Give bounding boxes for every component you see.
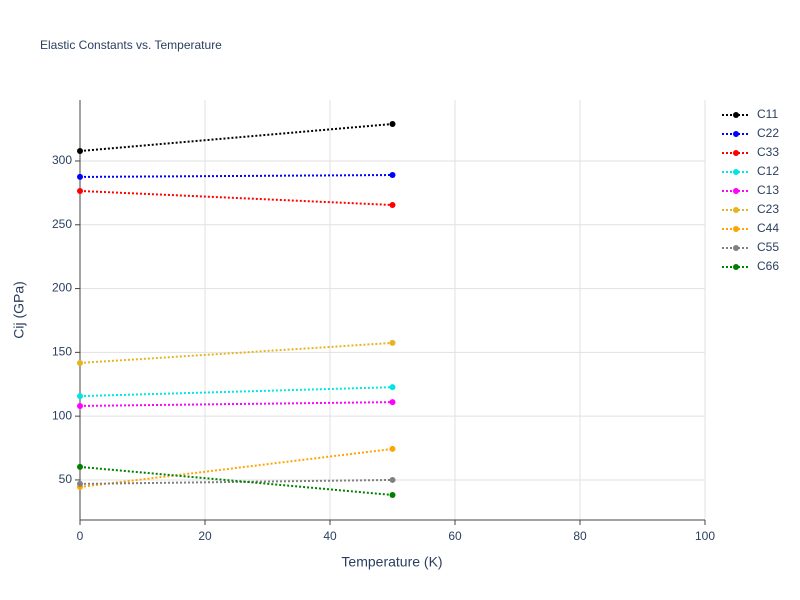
data-point	[77, 148, 83, 155]
legend-label: C22	[757, 126, 779, 140]
legend-label: C11	[757, 107, 778, 121]
data-point	[389, 476, 396, 483]
legend-label: C33	[757, 145, 779, 159]
legend-marker	[733, 131, 739, 137]
data-point	[389, 445, 396, 452]
y-tick-label: 50	[59, 472, 73, 486]
series-line	[79, 174, 393, 178]
legend-marker	[733, 245, 739, 251]
data-point	[389, 339, 396, 346]
legend-label: C55	[757, 240, 779, 254]
data-point	[389, 172, 396, 179]
y-tick-label: 250	[52, 217, 72, 231]
y-tick-label: 100	[52, 408, 72, 422]
series-line	[79, 386, 393, 398]
y-tick-label: 150	[52, 345, 72, 359]
x-tick-label: 0	[77, 529, 84, 543]
data-point	[389, 202, 396, 208]
data-point	[77, 402, 83, 409]
legend-marker	[733, 150, 739, 156]
x-tick-label: 60	[448, 529, 462, 543]
series-line	[79, 122, 393, 153]
x-tick-label: 80	[573, 529, 587, 543]
legend-marker	[733, 264, 739, 270]
y-axis-title: Cij (GPa)	[11, 281, 27, 339]
series-line	[79, 465, 393, 496]
data-point	[389, 491, 396, 498]
legend-label: C66	[757, 259, 779, 273]
legend-marker	[733, 207, 739, 213]
x-axis-title: Temperature (K)	[341, 554, 442, 570]
legend-label: C23	[757, 202, 779, 216]
data-point	[77, 187, 83, 194]
data-point	[77, 393, 83, 400]
series-line	[79, 401, 393, 407]
x-tick-label: 100	[695, 529, 715, 543]
x-tick-label: 40	[323, 529, 337, 543]
data-point	[389, 384, 396, 391]
x-tick-label: 20	[198, 529, 212, 543]
data-point	[77, 359, 83, 366]
series-line	[79, 447, 393, 488]
series-line	[79, 189, 393, 206]
series-line	[79, 341, 393, 364]
data-point	[389, 120, 396, 127]
legend-marker	[733, 226, 739, 232]
data-point	[77, 173, 83, 180]
data-point	[77, 463, 83, 470]
y-tick-label: 200	[52, 281, 72, 295]
legend-label: C13	[757, 183, 779, 197]
legend-label: C44	[757, 221, 779, 235]
data-point	[77, 480, 83, 487]
legend-marker	[733, 112, 739, 118]
legend-marker	[733, 169, 739, 175]
data-point	[389, 399, 396, 406]
legend-label: C12	[757, 164, 779, 178]
y-tick-label: 300	[52, 153, 72, 167]
chart-title: Elastic Constants vs. Temperature	[40, 38, 222, 52]
legend-marker	[733, 188, 739, 194]
